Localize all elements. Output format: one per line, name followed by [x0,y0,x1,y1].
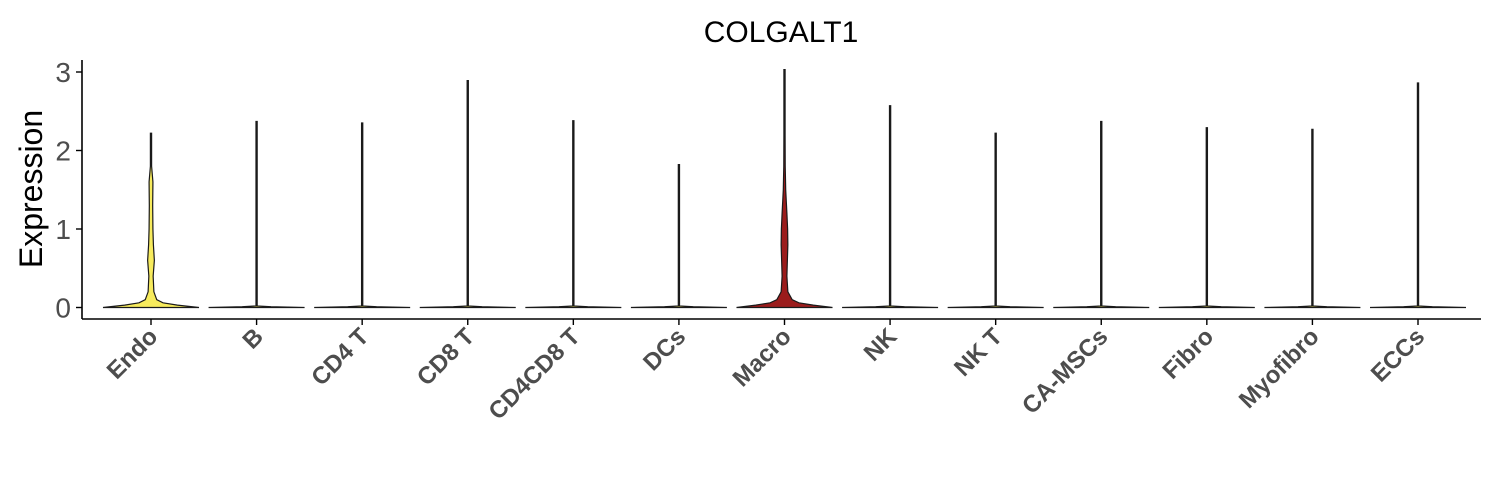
x-tick-label-b: B [237,323,268,354]
violin-nk-t [947,132,1044,309]
x-tick-label-macro: Macro [728,323,797,392]
x-tick-label-cd4-t: CD4 T [306,323,374,391]
x-tick-label-cd8-t: CD8 T [412,323,480,391]
y-axis-label: Expression [13,110,49,268]
chart-title: COLGALT1 [704,16,859,49]
x-tick-label-nk-t: NK T [949,323,1008,382]
y-ticks: 0 1 2 3 [55,57,82,324]
x-tick-label-myofibro: Myofibro [1234,323,1325,414]
x-tick-label-endo: Endo [102,323,164,385]
x-tick-label-cd4cd8-t: CD4CD8 T [483,323,585,425]
violin-b [208,120,305,309]
violin-eccs [1369,82,1467,309]
x-tick-label-ca-mscs: CA-MSCs [1017,323,1113,419]
violin-fibro [1158,127,1255,309]
y-tick-label-0: 0 [55,293,71,324]
x-tick-label-fibro: Fibro [1158,323,1220,385]
violin-dcs [630,164,727,309]
violin-myofibro [1264,128,1361,309]
x-tick-label-eccs: ECCs [1366,323,1430,387]
violin-nk [842,105,939,309]
plot-area [102,69,1467,309]
violin-cd4cd8-t [525,120,622,309]
violin-ca-mscs [1053,120,1150,309]
x-tick-label-dcs: DCs [638,323,691,376]
violin-macro [736,69,833,309]
violin-cd8-t [419,80,516,309]
violin-cd4-t [314,122,411,309]
y-tick-label-2: 2 [55,136,71,167]
violin-endo [102,132,200,309]
y-tick-label-3: 3 [55,57,71,88]
x-tick-label-nk: NK [859,323,903,367]
x-ticks: Endo B CD4 T CD8 T CD4CD8 T DCs Macro NK NK T CA-… [102,319,1430,425]
y-tick-label-1: 1 [55,214,71,245]
